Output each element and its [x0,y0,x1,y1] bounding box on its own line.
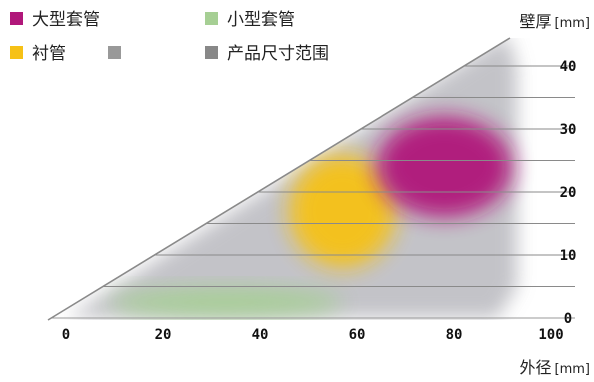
legend-swatch [108,46,121,59]
x-tick-label: 60 [349,327,366,343]
y-tick-label: 30 [560,122,577,138]
x-tick-label: 100 [538,327,563,343]
legend-swatch [10,12,23,25]
diagonal-boundary-line [47,37,511,321]
plot-area [47,37,575,321]
x-axis-label-text: 外径 [520,358,552,377]
y-axis-label: 壁厚 [mm] [520,12,591,31]
gridlines [51,65,575,319]
x-tick-label: 80 [446,327,463,343]
x-axis-label: 外径 [mm] [520,358,591,377]
y-tick-label: 0 [564,311,572,327]
legend-swatch [10,46,23,59]
region-small-casing [109,287,343,317]
legend-swatch [205,12,218,25]
y-axis-unit: [mm] [555,16,590,31]
x-axis-unit: [mm] [555,362,590,377]
legend-swatch [205,46,218,59]
x-tick-label: 20 [155,327,172,343]
legend-label: 小型套管 [227,10,295,30]
region-liner [289,154,396,268]
x-tick-label: 40 [252,327,269,343]
legend-label: 衬管 [32,44,66,64]
y-axis-ticks: 0 10 20 30 40 [560,59,577,327]
y-axis-label-text: 壁厚 [520,12,552,31]
legend-label: 大型套管 [32,10,100,30]
y-tick-label: 20 [560,185,577,201]
region-large-casing [376,116,513,218]
regions [66,38,518,318]
y-tick-label: 10 [560,248,577,264]
x-tick-label: 0 [62,327,70,343]
region-product-range [66,38,518,318]
x-axis-ticks: 0 20 40 60 80 100 [62,327,564,343]
y-tick-label: 40 [560,59,577,75]
legend-label: 产品尺寸范围 [227,44,329,64]
